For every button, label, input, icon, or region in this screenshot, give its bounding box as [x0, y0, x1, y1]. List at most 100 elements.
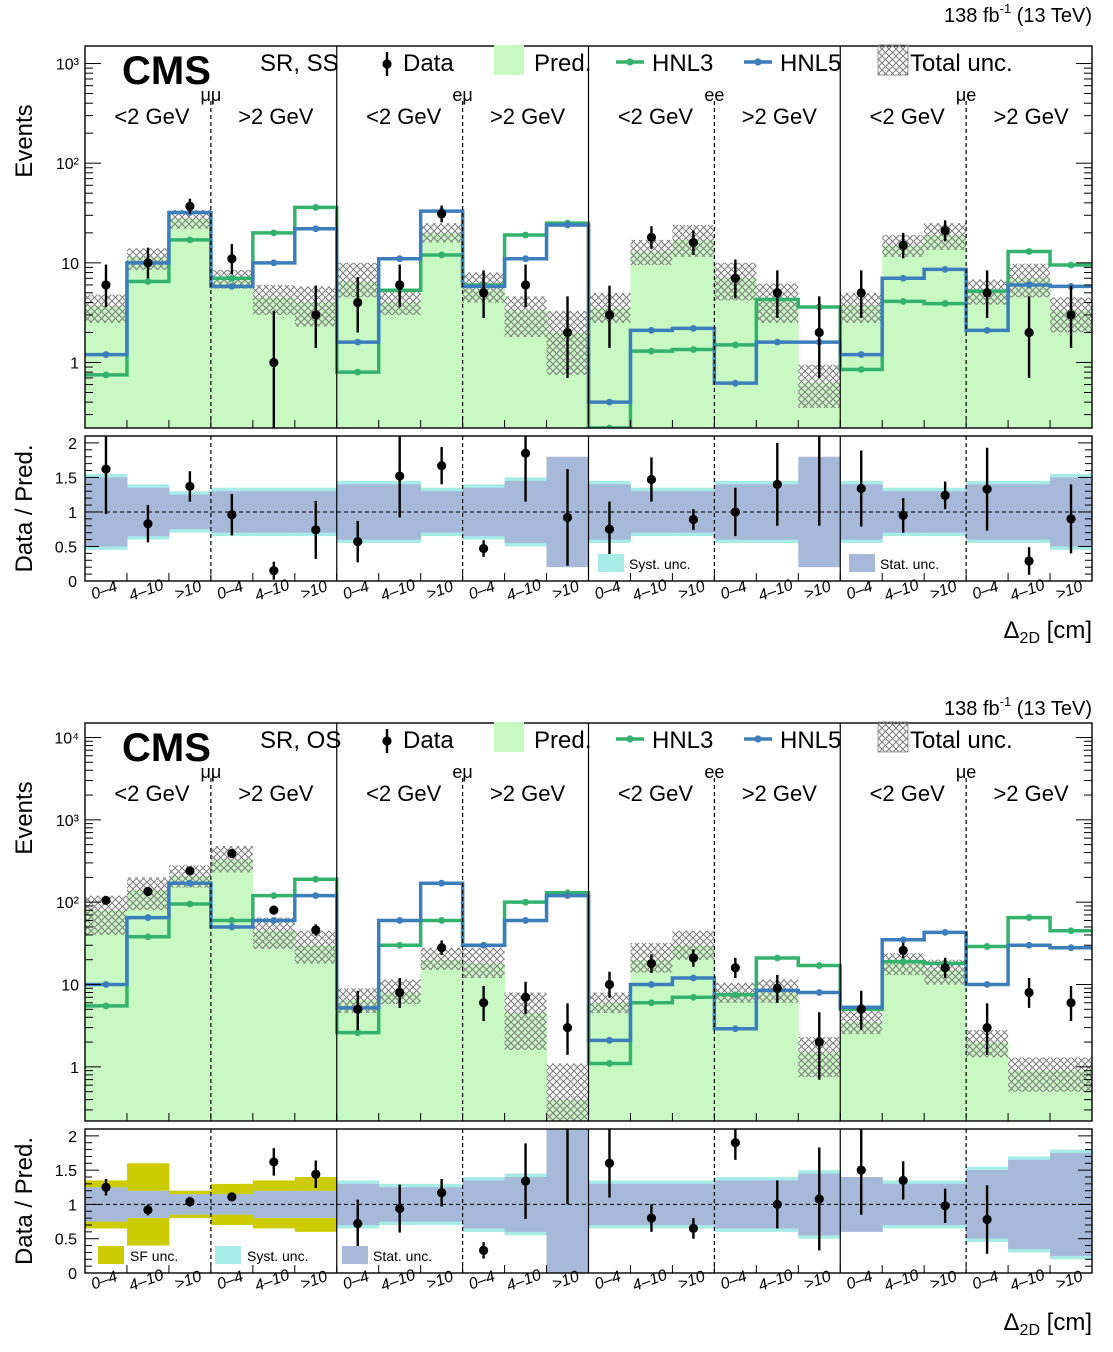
sf-band [252, 1218, 296, 1229]
hnl3-point [689, 993, 697, 1001]
hnl3-point [102, 1002, 110, 1010]
ratio-point [646, 474, 657, 485]
y-tick-label: 10 [61, 978, 79, 995]
hnl3-point [899, 958, 907, 965]
hnl3-point [731, 991, 739, 999]
lumi-label: 138 fb-1 (13 TeV) [944, 1, 1092, 27]
hnl3-point [1067, 927, 1075, 935]
ratio-point [395, 471, 405, 481]
channel-label: μμ [201, 85, 222, 105]
ratio-point [143, 1205, 153, 1215]
sf-band [126, 1218, 170, 1246]
x-bin-label: >10 [928, 1268, 959, 1293]
region-label: SR, OS [260, 727, 341, 754]
x-bin-label: 0–4 [592, 578, 623, 603]
hnl3-point [899, 298, 907, 305]
ratio-point [353, 1219, 363, 1229]
pred-bar [714, 992, 757, 1121]
data-point [1024, 327, 1034, 338]
sf-band [294, 1218, 338, 1232]
hnl5-point [689, 324, 697, 332]
channel-label: μe [956, 762, 976, 782]
region-label: SR, SS [260, 50, 339, 77]
legend-hnl3-swatch [626, 58, 634, 66]
y-tick-label: 1 [70, 1060, 79, 1077]
ratio-point [269, 1157, 279, 1167]
cms-label: CMS [122, 49, 211, 93]
x-bin-label: 0–4 [341, 578, 372, 603]
ratio-plot-area [85, 436, 1092, 580]
hnl3-point [354, 368, 362, 376]
sf-band [168, 1190, 212, 1195]
hnl5-point [983, 326, 991, 334]
pred-bar [168, 875, 212, 1121]
ratio-point [814, 1194, 824, 1204]
x-bin-label: >10 [1054, 1268, 1085, 1293]
legend-data-label: Data [403, 727, 454, 754]
mass-bin-high-label: >2 GeV [490, 781, 566, 806]
hnl5-point [941, 928, 949, 936]
hnl3-point [144, 278, 152, 285]
legend-syst-swatch [215, 1246, 241, 1264]
ratio-y-axis-title: Data / Pred. [11, 1137, 38, 1265]
legend-syst-label: Syst. unc. [629, 556, 690, 572]
channel-label: eμ [452, 762, 472, 782]
y-tick-label: 10⁴ [54, 730, 79, 747]
x-bin-label: 4–10 [1008, 1267, 1047, 1295]
data-point [730, 273, 740, 283]
hnl5-point [689, 974, 697, 982]
pred-bar [714, 278, 757, 428]
mass-bin-low-label: <2 GeV [618, 781, 694, 806]
ratio-point [311, 525, 321, 535]
data-point [185, 201, 195, 211]
data-point [185, 866, 195, 876]
mass-bin-high-label: >2 GeV [238, 781, 314, 806]
pred-bar [756, 990, 799, 1121]
total-unc-band [546, 1063, 589, 1121]
legend-sf-label: SF unc. [130, 1248, 178, 1264]
hnl5-point [144, 914, 152, 921]
ratio-point [227, 510, 237, 520]
channel-label: ee [704, 762, 724, 782]
legend-stat-swatch [849, 554, 875, 572]
hnl3-point [144, 933, 152, 941]
total-unc-band [1008, 1057, 1051, 1092]
x-bin-label: 0–4 [467, 578, 498, 603]
data-point [520, 280, 531, 290]
hnl3-point [857, 366, 865, 373]
lumi-label: 138 fb-1 (13 TeV) [944, 694, 1092, 720]
y-tick-label: 10³ [56, 813, 80, 830]
pred-bar [126, 890, 170, 1121]
hnl3-point [228, 274, 236, 282]
hnl5-point [1067, 944, 1075, 952]
x-bin-label: >10 [928, 578, 959, 603]
hnl5-point [857, 351, 865, 358]
pred-bar [924, 970, 967, 1121]
cms-label: CMS [122, 726, 211, 770]
legend-hnl3-swatch [626, 735, 634, 743]
data-point [437, 209, 447, 219]
ratio-point [982, 484, 992, 494]
hnl3-point [522, 898, 529, 906]
ratio-point [1024, 556, 1034, 566]
data-point [437, 943, 447, 953]
pred-bar [672, 945, 715, 1121]
hnl3-point [270, 892, 278, 900]
pred-bar [252, 930, 296, 1121]
mass-bin-low-label: <2 GeV [114, 781, 190, 806]
legend-pred-swatch [494, 722, 524, 752]
legend-hnl5-swatch [754, 735, 762, 743]
ratio-y-tick-label: 0.5 [55, 1232, 77, 1249]
data-point [479, 998, 489, 1008]
ratio-point [856, 1165, 866, 1175]
data-point [353, 297, 363, 308]
hnl5-point [899, 274, 907, 282]
legend-total-unc-swatch [877, 721, 909, 753]
sf-band [126, 1163, 170, 1191]
mass-bin-low-label: <2 GeV [870, 781, 946, 806]
hnl3-point [1025, 914, 1033, 921]
x-bin-label: 4–10 [379, 1267, 418, 1295]
hnl3-point [228, 917, 236, 924]
pred-bar [420, 232, 464, 428]
